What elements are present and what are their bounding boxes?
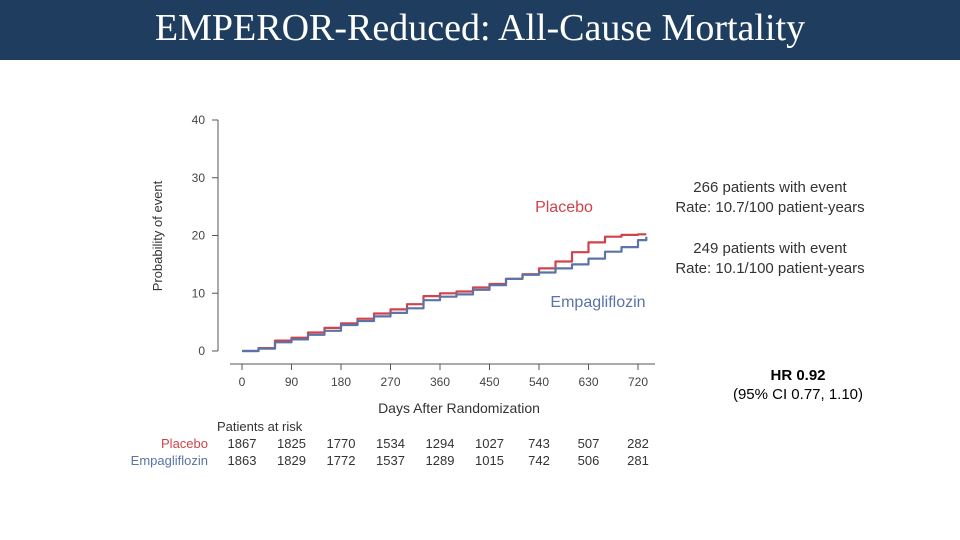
x-tick-label-180: 180 [331, 375, 351, 389]
placebo-events-annotation: 266 patients with event Rate: 10.7/100 p… [660, 178, 880, 218]
at-risk-value: 1772 [327, 453, 356, 468]
at-risk-value: 1537 [376, 453, 405, 468]
x-tick-label-360: 360 [430, 375, 450, 389]
series-line-empagliflozin [242, 236, 648, 353]
x-tick-label-630: 630 [578, 375, 598, 389]
placebo-events-text: 266 patients with event [693, 179, 847, 196]
at-risk-value: 1289 [426, 453, 455, 468]
x-tick-label-0: 0 [239, 375, 246, 389]
empagliflozin-rate-text: Rate: 10.1/100 patient-years [675, 260, 865, 277]
y-tick-label-40: 40 [192, 113, 206, 127]
y-tick-label-20: 20 [192, 229, 206, 243]
x-tick-label-90: 90 [285, 375, 299, 389]
y-tick-label-0: 0 [198, 344, 205, 358]
placebo-rate-text: Rate: 10.7/100 patient-years [675, 199, 865, 216]
at-risk-value: 1867 [228, 436, 257, 451]
at-risk-value: 1829 [277, 453, 306, 468]
x-tick-label-540: 540 [529, 375, 549, 389]
at-risk-value: 742 [528, 453, 550, 468]
at-risk-value: 281 [627, 453, 649, 468]
at-risk-value: 1770 [327, 436, 356, 451]
y-tick-label-10: 10 [192, 286, 206, 300]
at-risk-value: 1294 [426, 436, 455, 451]
at-risk-header: Patients at risk [217, 419, 303, 434]
at-risk-row-label-empagliflozin: Empagliflozin [131, 453, 208, 468]
series-line-placebo [242, 233, 647, 353]
y-axis-label: Probability of event [150, 180, 165, 291]
at-risk-value: 506 [578, 453, 600, 468]
hazard-ratio-text: HR 0.92 [770, 367, 826, 384]
at-risk-value: 1027 [475, 436, 504, 451]
confidence-interval-text: (95% CI 0.77, 1.10) [732, 386, 864, 403]
title-bar [0, 0, 960, 60]
at-risk-value: 1863 [228, 453, 257, 468]
empagliflozin-curve-label: Empagliflozin [550, 294, 645, 311]
x-tick-label-270: 270 [380, 375, 400, 389]
x-tick-label-720: 720 [628, 375, 648, 389]
empagliflozin-events-annotation: 249 patients with event Rate: 10.1/100 p… [660, 239, 880, 279]
y-tick-label-30: 30 [192, 171, 206, 185]
at-risk-row-label-placebo: Placebo [161, 436, 208, 451]
x-axis-label: Days After Randomization [378, 400, 540, 416]
x-tick-label-450: 450 [479, 375, 499, 389]
at-risk-value: 1825 [277, 436, 306, 451]
at-risk-value: 743 [528, 436, 550, 451]
placebo-curve-label: Placebo [535, 199, 593, 216]
hazard-ratio-box: HR 0.92 (95% CI 0.77, 1.10) [698, 366, 898, 404]
at-risk-value: 282 [627, 436, 649, 451]
at-risk-value: 1534 [376, 436, 405, 451]
slide-title: EMPEROR-Reduced: All-Cause Mortality [154, 7, 806, 49]
at-risk-value: 1015 [475, 453, 504, 468]
at-risk-value: 507 [578, 436, 600, 451]
empagliflozin-events-text: 249 patients with event [693, 240, 847, 257]
